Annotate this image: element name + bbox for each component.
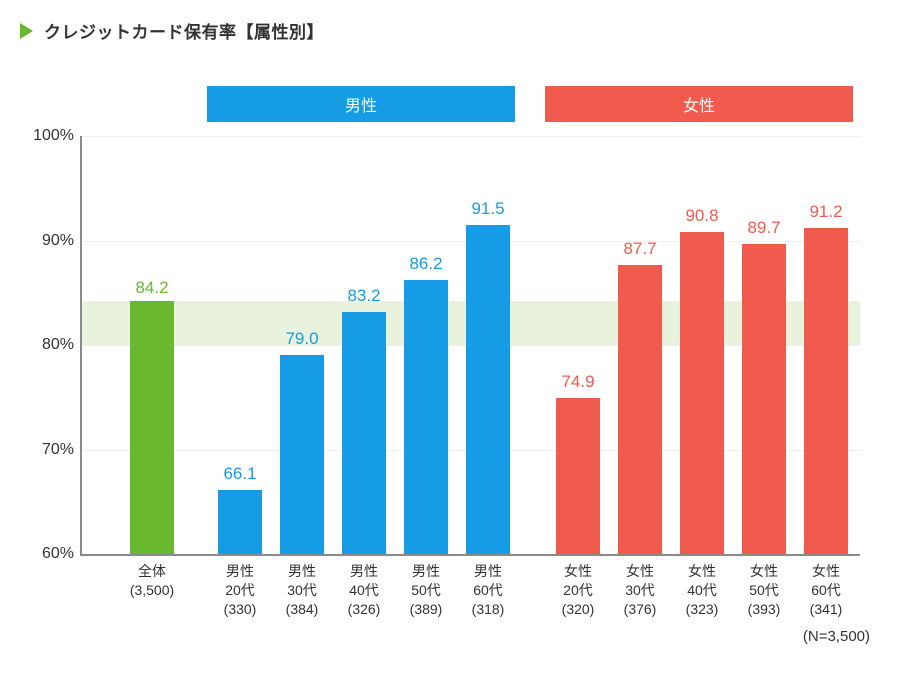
chart-title-row: クレジットカード保有率【属性別】 <box>20 18 324 43</box>
x-axis-label: 女性40代(323) <box>672 562 732 619</box>
y-axis-tick-label: 100% <box>0 127 74 145</box>
chart-plot-area: 84.2 66.1 79.0 83.2 86.2 91.5 74.9 87.7 90.8 89.7… <box>80 136 860 554</box>
bar-value-label: 66.1 <box>223 464 256 484</box>
y-axis-tick-label: 90% <box>0 232 74 250</box>
bar <box>556 398 600 554</box>
x-axis-label: 男性20代(330) <box>210 562 270 619</box>
sample-size-note: (N=3,500) <box>803 628 870 645</box>
bar-value-label: 87.7 <box>623 239 656 259</box>
bar-value-label: 86.2 <box>409 254 442 274</box>
bar <box>404 280 448 554</box>
x-axis-label: 男性60代(318) <box>458 562 518 619</box>
x-axis-label: 男性50代(389) <box>396 562 456 619</box>
bar <box>130 301 174 554</box>
y-axis-tick-label: 60% <box>0 545 74 563</box>
gridline <box>80 554 860 556</box>
bar <box>680 232 724 554</box>
x-axis-label: 女性50代(393) <box>734 562 794 619</box>
bar <box>618 265 662 554</box>
bar-value-label: 91.2 <box>809 202 842 222</box>
y-axis-tick-label: 70% <box>0 441 74 459</box>
bar <box>742 244 786 554</box>
triangle-icon <box>20 23 34 39</box>
bar-value-label: 89.7 <box>747 218 780 238</box>
gridline <box>80 136 860 137</box>
bar-value-label: 74.9 <box>561 372 594 392</box>
bar <box>466 225 510 554</box>
y-axis-line <box>80 136 82 554</box>
bar <box>280 355 324 554</box>
x-axis-label: 全体(3,500) <box>122 562 182 600</box>
x-axis-label: 女性60代(341) <box>796 562 856 619</box>
x-axis-label: 男性30代(384) <box>272 562 332 619</box>
bar-value-label: 84.2 <box>135 278 168 298</box>
x-axis-label: 男性40代(326) <box>334 562 394 619</box>
bar-value-label: 91.5 <box>471 199 504 219</box>
chart-title: クレジットカード保有率【属性別】 <box>44 18 324 43</box>
group-header-label: 女性 <box>683 92 715 116</box>
bar <box>804 228 848 554</box>
bar-value-label: 90.8 <box>685 206 718 226</box>
bar <box>218 490 262 554</box>
x-axis-label: 女性30代(376) <box>610 562 670 619</box>
y-axis-tick-label: 80% <box>0 336 74 354</box>
group-header-male: 男性 <box>207 86 515 122</box>
group-header-label: 男性 <box>345 92 377 116</box>
group-header-female: 女性 <box>545 86 853 122</box>
bar-value-label: 79.0 <box>285 329 318 349</box>
bar-value-label: 83.2 <box>347 286 380 306</box>
bar <box>342 312 386 554</box>
x-axis-label: 女性20代(320) <box>548 562 608 619</box>
